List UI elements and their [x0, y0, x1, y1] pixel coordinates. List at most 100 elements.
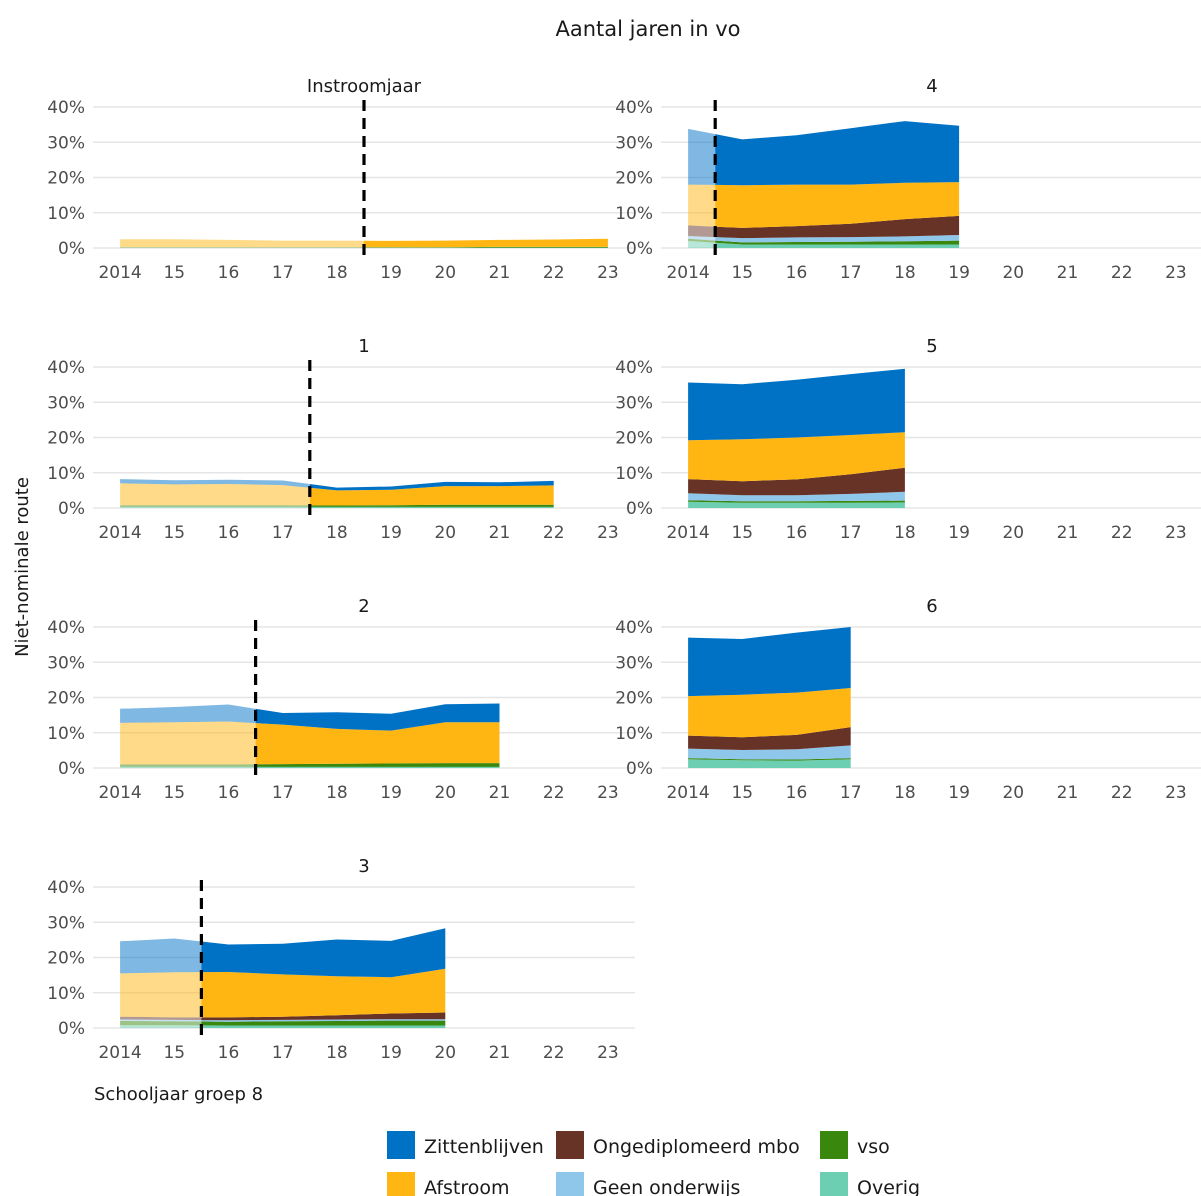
y-tick-label: 0% — [626, 239, 653, 259]
y-tick-label: 20% — [47, 169, 85, 189]
y-tick-label: 10% — [615, 464, 653, 484]
y-tick-label: 40% — [47, 618, 85, 638]
area-zitten — [688, 128, 716, 185]
x-tick-label: 16 — [218, 523, 240, 543]
legend-label: vso — [857, 1136, 890, 1158]
x-tick-label: 15 — [163, 1043, 185, 1063]
area-geen — [688, 236, 716, 241]
x-tick-label: 20 — [434, 263, 456, 283]
x-tick-label: 19 — [380, 263, 402, 283]
area-afstroom — [120, 721, 256, 765]
legend-label: Geen onderwijs — [593, 1177, 740, 1196]
panel-4: 0% 10% 20% 30% 40% 2014 15 16 17 18 19 20 21 22 23 3 — [47, 856, 635, 1063]
legend-label: Afstroom — [424, 1177, 510, 1196]
panel-title: Instroomjaar — [307, 76, 422, 97]
area-mbo — [688, 467, 905, 496]
x-tick-label: 18 — [326, 1043, 348, 1063]
y-tick-label: 10% — [615, 724, 653, 744]
y-tick-label: 40% — [47, 878, 85, 898]
y-tick-label: 30% — [615, 133, 653, 153]
area-zitten — [120, 704, 256, 724]
x-tick-label: 19 — [948, 523, 970, 543]
area-vso — [715, 240, 960, 245]
y-tick-label: 0% — [626, 759, 653, 779]
x-tick-label: 2014 — [98, 523, 141, 543]
x-tick-label: 15 — [731, 523, 753, 543]
x-tick-label: 22 — [543, 1043, 565, 1063]
y-tick-label: 0% — [58, 499, 85, 519]
x-tick-label: 16 — [786, 263, 808, 283]
x-tick-label: 22 — [543, 263, 565, 283]
x-tick-label: 19 — [948, 783, 970, 803]
y-axis-label: Niet-nominale route — [12, 477, 33, 657]
y-tick-label: 20% — [47, 689, 85, 709]
area-afstroom — [688, 184, 716, 227]
y-tick-label: 20% — [615, 689, 653, 709]
x-tick-label: 21 — [1057, 263, 1079, 283]
x-tick-label: 18 — [894, 783, 916, 803]
x-tick-label: 2014 — [98, 1043, 141, 1063]
area-overig — [120, 1025, 202, 1028]
y-tick-label: 10% — [615, 204, 653, 224]
panel-title: 3 — [358, 856, 369, 877]
area-geen — [715, 235, 960, 243]
y-tick-label: 30% — [47, 393, 85, 413]
area-afstroom — [120, 239, 364, 248]
legend-item-mbo: Ongediplomeerd mbo — [556, 1131, 800, 1159]
panel-title: 6 — [926, 596, 937, 617]
area-geen — [120, 1019, 202, 1022]
area-mbo — [201, 1012, 446, 1021]
y-tick-label: 40% — [615, 358, 653, 378]
x-tick-label: 20 — [1002, 263, 1024, 283]
legend-swatch — [556, 1172, 584, 1196]
area-overig — [309, 506, 554, 508]
legend-label: Zittenblijven — [424, 1136, 544, 1158]
x-tick-label: 17 — [840, 263, 862, 283]
x-tick-label: 15 — [731, 783, 753, 803]
area-afstroom — [364, 238, 608, 248]
legend-item-geen: Geen onderwijs — [556, 1172, 740, 1196]
area-vso — [688, 758, 851, 761]
area-vso — [120, 1021, 202, 1026]
x-tick-label: 19 — [380, 1043, 402, 1063]
x-tick-label: 2014 — [666, 783, 709, 803]
area-geen — [688, 491, 905, 502]
legend: Zittenblijven Afstroom Ongediplomeerd mbo G… — [387, 1131, 920, 1196]
x-tick-label: 23 — [597, 263, 619, 283]
y-tick-label: 10% — [47, 464, 85, 484]
legend-swatch — [556, 1131, 584, 1159]
y-tick-label: 10% — [47, 984, 85, 1004]
y-tick-label: 40% — [47, 98, 85, 118]
x-tick-label: 18 — [894, 263, 916, 283]
area-afstroom — [688, 688, 851, 738]
x-tick-label: 19 — [948, 263, 970, 283]
area-zitten — [201, 928, 446, 978]
x-tick-label: 22 — [1111, 263, 1133, 283]
panel-title: 4 — [926, 76, 937, 97]
x-tick-label: 17 — [272, 1043, 294, 1063]
x-tick-label: 21 — [489, 783, 511, 803]
x-tick-label: 23 — [597, 783, 619, 803]
x-tick-label: 20 — [1002, 783, 1024, 803]
x-tick-label: 18 — [894, 523, 916, 543]
legend-item-zitten: Zittenblijven — [387, 1131, 544, 1159]
y-tick-label: 0% — [58, 759, 85, 779]
x-tick-label: 16 — [786, 783, 808, 803]
area-overig — [255, 766, 500, 768]
area-overig — [715, 242, 960, 248]
area-overig — [201, 1025, 446, 1028]
x-tick-label: 21 — [489, 523, 511, 543]
x-tick-label: 2014 — [666, 523, 709, 543]
x-tick-label: 21 — [489, 1043, 511, 1063]
legend-swatch — [387, 1172, 415, 1196]
y-tick-label: 40% — [615, 98, 653, 118]
x-tick-label: 20 — [434, 1043, 456, 1063]
area-zitten — [715, 121, 960, 186]
area-afstroom — [255, 722, 500, 765]
area-zitten — [120, 938, 202, 974]
legend-item-vso: vso — [820, 1131, 890, 1159]
area-zitten — [688, 368, 905, 441]
x-tick-label: 16 — [786, 523, 808, 543]
panel-6: 0% 10% 20% 30% 40% 2014 15 16 17 18 19 20 21 22 23 5 — [615, 336, 1201, 543]
